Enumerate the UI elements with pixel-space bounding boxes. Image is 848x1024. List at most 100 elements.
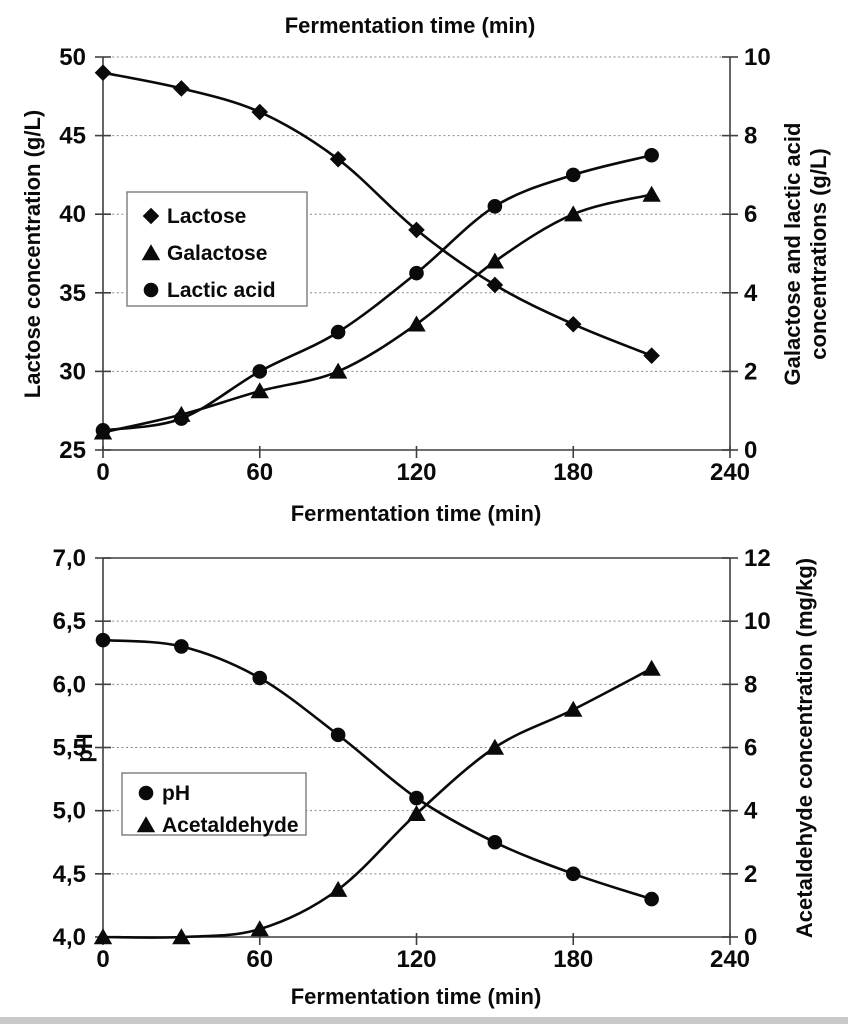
legend-marker-ph (138, 785, 154, 801)
series-acetaldehyde (93, 659, 661, 945)
marker-acetaldehyde (642, 659, 661, 676)
marker-lactic-acid (252, 364, 268, 379)
legend: Lactose Galactose Lactic acid (126, 191, 308, 307)
marker-lactose (486, 276, 504, 294)
marker-acetaldehyde (93, 928, 113, 945)
marker-lactose (643, 347, 660, 364)
x-tick-label-180: 180 (553, 459, 593, 486)
marker-lactic-acid (487, 199, 503, 214)
legend-label-lactose: Lactose (167, 205, 246, 228)
marker-ph (330, 727, 346, 743)
marker-galactose (564, 205, 583, 222)
left-tick-label-50: 50 (59, 44, 86, 71)
left-tick-label-45: 45 (59, 123, 86, 150)
bottom-chart-xaxis-label: Fermentation time (min) (291, 984, 542, 1009)
legend-label-acetaldehyde: Acetaldehyde (162, 814, 299, 837)
legend-item-lactic-acid: Lactic acid (143, 279, 276, 302)
series-lactic-acid (95, 147, 659, 438)
series-lactose (94, 64, 660, 364)
legend-item-lactose: Lactose (142, 205, 246, 228)
right-tick-label-4: 4 (744, 798, 758, 825)
right-tick-label-10: 10 (744, 608, 771, 635)
top-chart-xaxis-label: Fermentation time (min) (291, 501, 542, 526)
legend-marker-lactose (142, 207, 160, 225)
marker-ph (95, 632, 111, 648)
legend-marker-galactose (141, 244, 161, 261)
bottom-chart-right-axis-label: Acetaldehyde concentration (mg/kg) (792, 558, 817, 938)
x-tick-label-0: 0 (96, 946, 109, 973)
gridlines (103, 56, 730, 372)
legend-marker-acetaldehyde (136, 816, 156, 833)
right-tick-label-8: 8 (744, 123, 757, 150)
left-tick-label-4,5: 4,5 (53, 861, 86, 888)
series-line-ph (101, 638, 653, 901)
marker-lactose (173, 80, 190, 97)
marker-ph (644, 891, 659, 907)
right-tick-label-10: 10 (744, 44, 771, 71)
right-tick-label-6: 6 (744, 735, 757, 762)
marker-acetaldehyde (485, 738, 505, 755)
series-line-lactose (101, 71, 653, 357)
right-tick-label-12: 12 (744, 545, 771, 572)
marker-galactose (328, 362, 348, 379)
left-tick-label-6,5: 6,5 (53, 608, 86, 635)
left-tick-label-7,0: 7,0 (53, 545, 86, 572)
marker-lactose (329, 150, 347, 168)
legend-box (121, 772, 307, 836)
x-tick-label-240: 240 (710, 459, 750, 486)
right-tick-label-8: 8 (744, 671, 757, 698)
tick-labels: 25 30 35 40 45 50 0 2 4 6 8 10 0 60 120 180 240 (59, 44, 770, 486)
top-chart-right-axis-label-line2: concentrations (g/L) (806, 148, 831, 359)
left-tick-label-5,5: 5,5 (53, 735, 86, 762)
right-tick-label-2: 2 (744, 358, 757, 385)
top-chart-right-axis-label-line1: Galactose and lactic acid (780, 123, 805, 386)
legend-item-galactose: Galactose (141, 242, 267, 265)
x-tick-label-120: 120 (396, 946, 436, 973)
x-tick-label-180: 180 (553, 946, 593, 973)
legend-item-ph: pH (138, 782, 190, 805)
marker-acetaldehyde (328, 880, 348, 897)
legend-label-lactic-acid: Lactic acid (167, 279, 276, 302)
marker-lactic-acid (644, 147, 659, 163)
marker-acetaldehyde (172, 928, 191, 945)
marker-lactose (564, 315, 582, 333)
marker-lactose (408, 221, 425, 239)
left-tick-label-40: 40 (59, 201, 86, 228)
x-tick-label-120: 120 (396, 459, 436, 486)
marker-lactic-acid (95, 423, 111, 438)
marker-lactic-acid (565, 167, 581, 183)
right-tick-label-2: 2 (744, 861, 757, 888)
marker-ph (252, 670, 268, 686)
series-ph (95, 632, 659, 907)
legend-item-acetaldehyde: Acetaldehyde (136, 814, 299, 837)
legend-marker-lactic-acid (143, 282, 159, 298)
right-tick-label-0: 0 (744, 924, 757, 951)
left-tick-label-25: 25 (59, 437, 86, 464)
left-tick-label-4,0: 4,0 (53, 924, 86, 951)
series-line-lactic-acid (101, 154, 653, 432)
marker-lactose (251, 103, 269, 121)
marker-ph (174, 639, 189, 654)
marker-acetaldehyde (407, 805, 426, 822)
marker-lactic-acid (174, 411, 189, 426)
left-tick-label-35: 35 (59, 280, 86, 307)
x-tick-label-0: 0 (96, 459, 109, 486)
x-tick-label-60: 60 (246, 946, 273, 973)
top-chart-title: Fermentation time (min) (285, 13, 536, 38)
marker-acetaldehyde (250, 920, 269, 937)
marker-ph (409, 790, 424, 806)
top-chart: Lactose Galactose Lactic acid 25 30 35 40 45 50 0… (59, 44, 770, 486)
scan-artifact-band (0, 1017, 848, 1024)
marker-galactose (485, 252, 505, 269)
legend-label-galactose: Galactose (167, 242, 267, 265)
marker-acetaldehyde (564, 700, 583, 717)
axes (95, 557, 738, 945)
left-tick-label-5,0: 5,0 (53, 798, 86, 825)
right-tick-label-0: 0 (744, 437, 757, 464)
left-tick-label-30: 30 (59, 358, 86, 385)
top-chart-left-axis-label: Lactose concentration (g/L) (20, 110, 45, 398)
right-tick-label-6: 6 (744, 201, 757, 228)
